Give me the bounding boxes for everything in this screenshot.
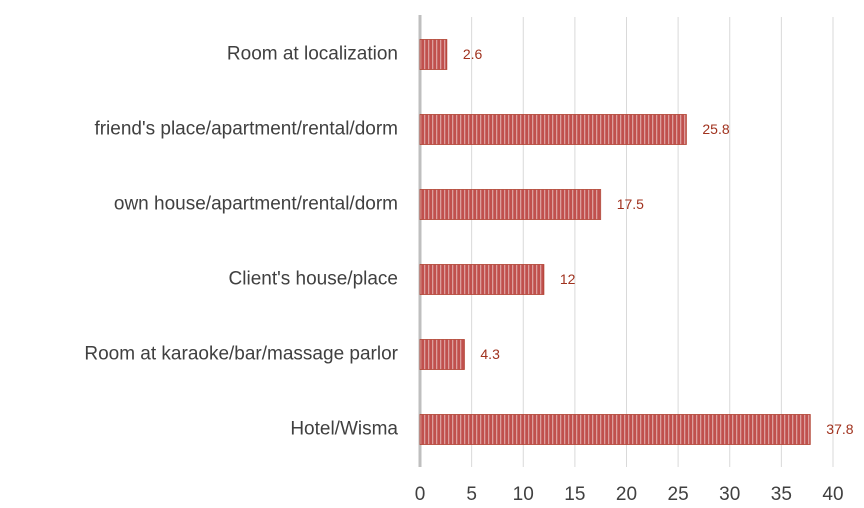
value-label: 12 (560, 271, 576, 287)
bar (419, 114, 687, 145)
bar (419, 189, 602, 220)
x-tick-label: 15 (564, 484, 585, 505)
y-tick-label: own house/apartment/rental/dorm (114, 194, 398, 215)
x-tick-label: 5 (466, 484, 477, 505)
y-tick-label: Client's house/place (229, 269, 398, 290)
bar (419, 39, 448, 70)
y-tick-label: Room at localization (227, 44, 398, 65)
x-tick-label: 35 (771, 484, 792, 505)
bar (419, 339, 465, 370)
y-tick-label: friend's place/apartment/rental/dorm (94, 119, 398, 140)
value-label: 37.8 (826, 421, 853, 437)
x-tick-label: 25 (668, 484, 689, 505)
x-tick-label: 30 (719, 484, 740, 505)
bar (419, 414, 811, 445)
y-tick-label: Room at karaoke/bar/massage parlor (84, 344, 398, 365)
x-tick-label: 10 (513, 484, 534, 505)
x-tick-label: 40 (822, 484, 843, 505)
x-tick-label: 0 (415, 484, 426, 505)
value-label: 25.8 (702, 121, 729, 137)
value-label: 17.5 (617, 196, 644, 212)
x-tick-label: 20 (616, 484, 637, 505)
y-tick-label: Hotel/Wisma (290, 419, 398, 440)
value-label: 4.3 (480, 346, 500, 362)
bar (419, 264, 545, 295)
value-label: 2.6 (463, 46, 483, 62)
